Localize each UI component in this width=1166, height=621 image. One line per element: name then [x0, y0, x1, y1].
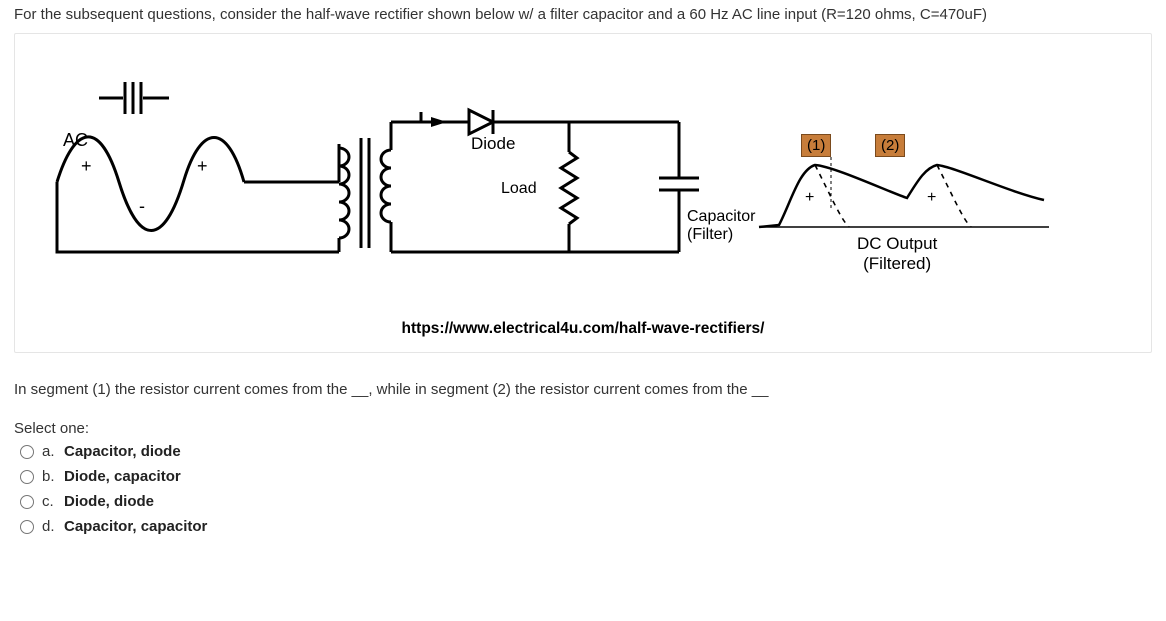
circuit-svg: + + - [39, 52, 1099, 312]
capacitor-label-line1: Capacitor [687, 208, 755, 225]
question-pre: In segment (1) the resistor current come… [14, 381, 352, 398]
option-radio-b[interactable] [20, 470, 34, 484]
option-text-b: Diode, capacitor [64, 468, 181, 485]
question-mid: , while in segment (2) the resistor curr… [368, 381, 751, 398]
option-row-c[interactable]: c. Diode, diode [20, 493, 1152, 510]
segment-2-badge-text: (2) [875, 134, 905, 157]
out-plus-2: + [927, 189, 936, 206]
option-letter-c: c. [42, 493, 64, 510]
capacitor-label-line2: (Filter) [687, 226, 733, 243]
option-letter-b: b. [42, 468, 64, 485]
blank-2: __ [752, 381, 769, 398]
dc-output-line2: (Filtered) [863, 254, 931, 273]
ac-plus-1: + [81, 156, 92, 176]
option-letter-d: d. [42, 518, 64, 535]
question-page: For the subsequent questions, consider t… [0, 0, 1166, 553]
diode-label: Diode [471, 134, 515, 154]
segment-1-badge-text: (1) [801, 134, 831, 157]
option-radio-a[interactable] [20, 445, 34, 459]
load-label: Load [501, 180, 537, 198]
select-one-label: Select one: [14, 420, 1152, 437]
option-text-c: Diode, diode [64, 493, 154, 510]
ac-label: AC [63, 130, 88, 151]
ac-plus-2: + [197, 156, 208, 176]
dc-output-label: DC Output (Filtered) [857, 234, 937, 274]
segment-1-badge: (1) [801, 134, 831, 157]
segment-2-badge: (2) [875, 134, 905, 157]
ac-minus: - [139, 196, 145, 216]
dc-output-line1: DC Output [857, 234, 937, 253]
out-plus-1: + [805, 189, 814, 206]
option-row-d[interactable]: d. Capacitor, capacitor [20, 518, 1152, 535]
option-radio-c[interactable] [20, 495, 34, 509]
circuit-figure: + + - [39, 52, 1127, 312]
figure-box: + + - [14, 33, 1152, 353]
option-letter-a: a. [42, 443, 64, 460]
question-sentence: In segment (1) the resistor current come… [14, 381, 1152, 398]
blank-1: __ [352, 381, 369, 398]
option-text-a: Capacitor, diode [64, 443, 181, 460]
intro-text: For the subsequent questions, consider t… [14, 6, 1152, 23]
capacitor-label: Capacitor (Filter) [687, 208, 755, 244]
option-row-b[interactable]: b. Diode, capacitor [20, 468, 1152, 485]
option-radio-d[interactable] [20, 520, 34, 534]
option-text-d: Capacitor, capacitor [64, 518, 207, 535]
option-row-a[interactable]: a. Capacitor, diode [20, 443, 1152, 460]
figure-caption: https://www.electrical4u.com/half-wave-r… [39, 320, 1127, 338]
